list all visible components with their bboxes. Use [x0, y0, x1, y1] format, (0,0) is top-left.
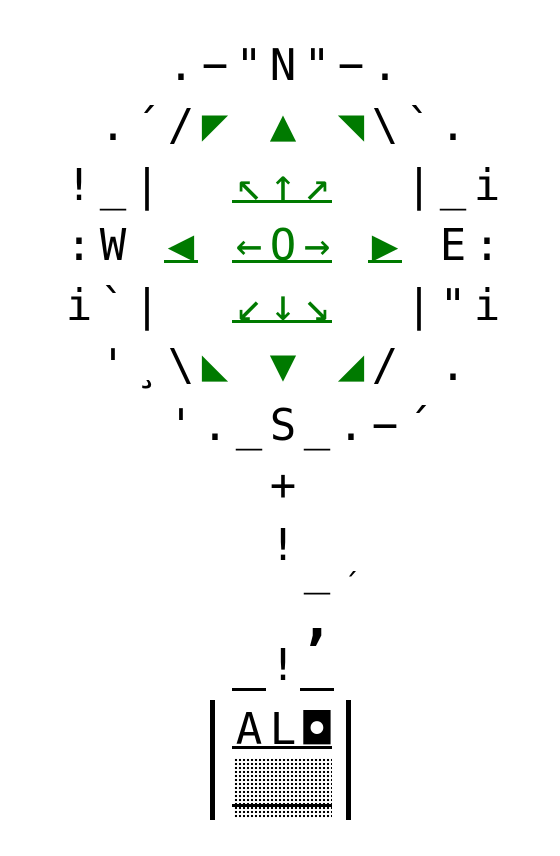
compass-rule-lower — [232, 320, 332, 323]
compass-glyph-r3-c9: → — [303, 220, 331, 271]
compass-glyph-r1-c13: . — [439, 100, 467, 151]
box-label-l: L — [269, 704, 297, 755]
compass-glyph-r5-c6: ◣ — [201, 340, 229, 391]
compass-glyph-r2-c4: | — [133, 160, 161, 211]
compass-glyph-r4-c4: | — [133, 280, 161, 331]
compass-glyph-r3-c14: : — [473, 220, 501, 271]
compass-glyph-r1-c12: ` — [405, 100, 433, 151]
compass-glyph-r3-c2: : — [65, 220, 93, 271]
compass-glyph-r5-c10: ◢ — [337, 340, 365, 391]
compass-glyph-r2-c14: i — [473, 160, 501, 211]
compass-glyph-r0-c11: . — [371, 40, 399, 91]
compass-glyph-r2-c12: | — [405, 160, 433, 211]
compass-rule-top — [232, 200, 332, 203]
compass-glyph-r4-c7: ↙ — [235, 280, 263, 331]
compass-glyph-r1-c11: \ — [371, 100, 399, 151]
compass-glyph-r4-c13: " — [439, 280, 467, 331]
box-label-rule — [232, 746, 332, 749]
compass-glyph-r6-c6: . — [201, 400, 229, 451]
box-icon: ◘ — [303, 704, 331, 755]
compass-glyph-r1-c8: ▲ — [269, 100, 297, 151]
stem-rule-left — [232, 688, 266, 691]
compass-glyph-r6-c12: ´ — [405, 400, 433, 451]
compass-rule-right — [368, 260, 402, 263]
stem-rule-right — [300, 688, 334, 691]
stem-bang-upper: ! — [269, 520, 297, 571]
compass-glyph-r0-c8: N — [269, 40, 297, 91]
compass-glyph-r4-c12: | — [405, 280, 433, 331]
compass-glyph-r4-c9: ↘ — [303, 280, 331, 331]
compass-glyph-r0-c5: . — [167, 40, 195, 91]
box-inner-line — [232, 804, 332, 807]
compass-glyph-r5-c13: . — [439, 340, 467, 391]
compass-rule-left — [164, 260, 198, 263]
stem-comma: , — [300, 587, 334, 652]
stem-accent: ´ — [341, 568, 361, 603]
compass-glyph-r0-c9: " — [303, 40, 331, 91]
compass-glyph-r5-c8: ▼ — [269, 340, 297, 391]
compass-glyph-r3-c5: ◀ — [167, 220, 195, 271]
stem-bang-lower: ! — [269, 640, 297, 691]
compass-glyph-r2-c7: ↖ — [235, 160, 263, 211]
compass-glyph-r1-c3: . — [99, 100, 127, 151]
compass-glyph-r6-c11: − — [371, 400, 399, 451]
compass-glyph-r4-c3: ` — [99, 280, 127, 331]
compass-rule-middle — [232, 260, 332, 263]
compass-glyph-r6-c7: _ — [235, 400, 263, 451]
compass-glyph-r6-c9: _ — [303, 400, 331, 451]
compass-glyph-r3-c11: ▶ — [371, 220, 399, 271]
compass-glyph-r3-c3: W — [99, 220, 127, 271]
compass-glyph-r1-c10: ◥ — [337, 100, 365, 151]
compass-glyph-r5-c4: ¸ — [133, 340, 161, 391]
compass-glyph-r2-c9: ↗ — [303, 160, 331, 211]
compass-glyph-r2-c8: ↑ — [269, 160, 297, 211]
compass-glyph-r4-c8: ↓ — [269, 280, 297, 331]
box-left-wall — [210, 700, 215, 820]
compass-glyph-r0-c7: " — [235, 40, 263, 91]
box-label-a: A — [235, 704, 263, 755]
compass-glyph-r5-c11: / — [371, 340, 399, 391]
compass-glyph-r0-c10: − — [337, 40, 365, 91]
compass-glyph-r4-c2: i — [65, 280, 93, 331]
compass-glyph-r2-c13: _ — [439, 160, 467, 211]
compass-glyph-r1-c4: ´ — [133, 100, 161, 151]
compass-glyph-r3-c7: ← — [235, 220, 263, 271]
box-shading — [234, 758, 332, 818]
compass-glyph-r3-c13: E — [439, 220, 467, 271]
compass-glyph-r2-c2: ! — [65, 160, 93, 211]
compass-glyph-r5-c3: ' — [99, 340, 127, 391]
stem-plus: + — [269, 460, 297, 511]
compass-glyph-r6-c10: . — [337, 400, 365, 451]
compass-glyph-r1-c6: ◤ — [201, 100, 229, 151]
compass-glyph-r4-c14: i — [473, 280, 501, 331]
compass-glyph-r5-c5: \ — [167, 340, 195, 391]
compass-glyph-r3-c8: O — [269, 220, 297, 271]
compass-glyph-r6-c5: ' — [167, 400, 195, 451]
compass-glyph-r2-c3: _ — [99, 160, 127, 211]
compass-glyph-r6-c8: S — [269, 400, 297, 451]
compass-glyph-r0-c6: − — [201, 40, 229, 91]
compass-glyph-r1-c5: / — [167, 100, 195, 151]
stem-underscore: _ — [303, 544, 331, 595]
box-right-wall — [346, 700, 351, 820]
